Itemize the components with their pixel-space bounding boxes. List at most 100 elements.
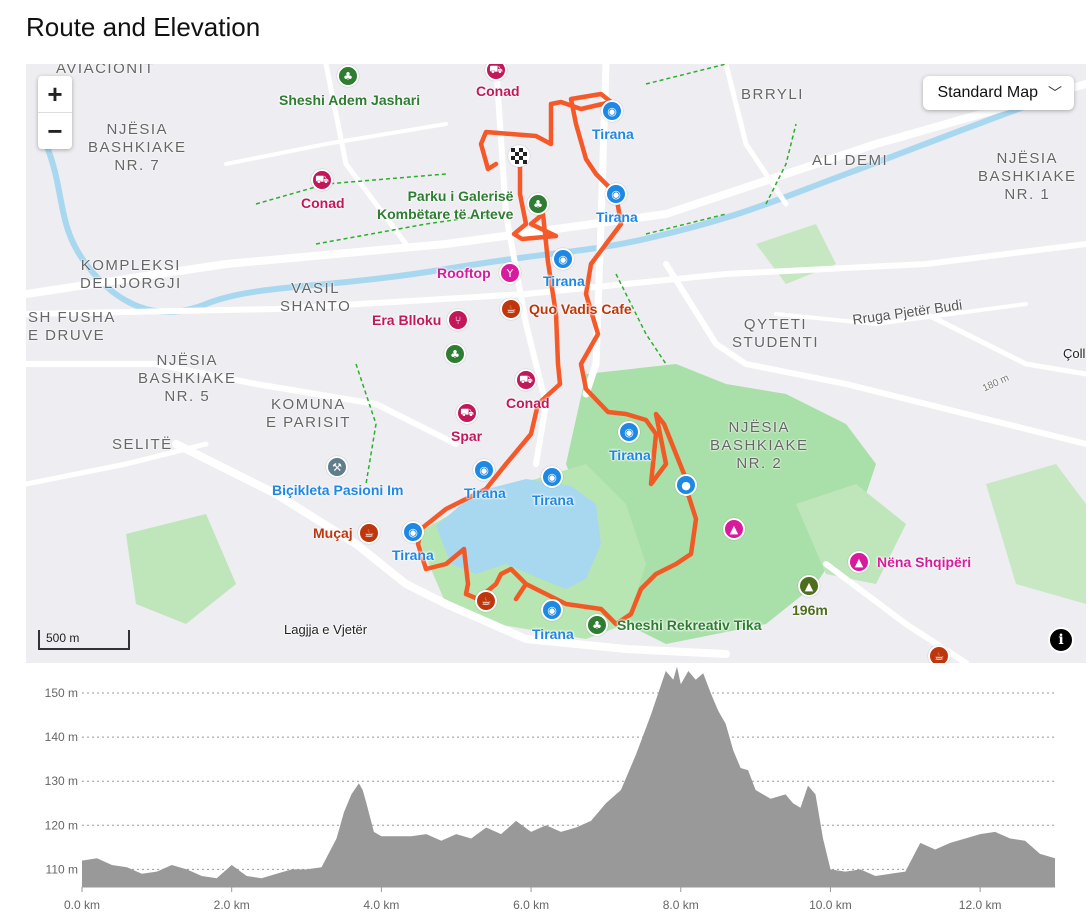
map-base [26,64,1086,663]
camera-icon[interactable]: ◉ [552,248,574,270]
street-label-lagjja: Lagjja e Vjetër [284,622,368,637]
poi-label-nena-shqiperi: Nëna Shqipëri [877,554,972,570]
camera-icon[interactable]: ◉ [402,521,424,543]
x-tick-label: 10.0 km [809,898,852,912]
scale-label: 500 m [46,631,80,645]
coffee-icon[interactable]: ☕ [358,522,380,544]
camera-icon[interactable]: ◉ [618,421,640,443]
map-scale-bar: 500 m [38,630,130,650]
park-west [126,514,236,624]
poi-label-bicikleta: Biçikleta Pasioni Im [272,482,404,498]
poi-label-tirana-4: Tirana [609,447,651,463]
poi-label-tirana-8: Tirana [532,626,574,642]
camera-icon[interactable]: ◉ [541,466,563,488]
poi-label-rooftop: Rooftop [437,265,491,281]
elevation-chart: 110 m 120 m 130 m 140 m 150 m 0.0 km 2.0 km 4.0… [45,666,1055,912]
poi-label-tirana-3: Tirana [543,273,585,289]
camera-icon[interactable]: ◉ [541,599,563,621]
poi-label-tirana-5: Tirana [464,485,506,501]
area-label-fusha: SH FUSHA E DRUVE [28,309,116,344]
route-line [415,91,699,627]
start-marker[interactable] [508,145,530,167]
tree-icon[interactable]: ♣ [337,65,359,87]
park-far-east [986,464,1086,604]
info-button[interactable]: i [1048,627,1074,653]
tree-icon[interactable]: ♣ [586,614,608,636]
area-label-selite: SELITË [112,436,173,453]
coffee-icon[interactable]: ☕ [928,645,950,663]
zoom-control: + − [38,76,72,149]
water-icon[interactable]: ● [675,474,697,496]
monument-icon[interactable]: ▲ [723,518,745,540]
poi-label-conad-2: Conad [301,195,345,211]
x-tick-label: 6.0 km [513,898,549,912]
lana-river [43,81,1086,315]
wrench-icon[interactable]: ⚒ [326,456,348,478]
coffee-icon[interactable]: ☕ [500,298,522,320]
grand-park [566,364,876,644]
area-label-qyteti: QYTETI STUDENTI [732,316,819,351]
y-tick-label: 110 m [46,862,78,876]
poi-label-conad-3: Conad [506,395,550,411]
y-tick-label: 150 m [45,686,78,700]
poi-label-conad-1: Conad [476,83,520,99]
x-tick-label: 8.0 km [663,898,699,912]
camera-icon[interactable]: ◉ [473,459,495,481]
tree-icon[interactable]: ♣ [527,193,549,215]
checkered-flag-icon [511,148,527,164]
cocktail-icon[interactable]: Y [499,262,521,284]
x-tick-label: 4.0 km [363,898,399,912]
cart-icon[interactable]: ⛟ [515,369,537,391]
map-style-label: Standard Map [937,84,1038,101]
poi-label-spar: Spar [451,428,483,444]
y-tick-label: 130 m [45,774,78,788]
tree-icon[interactable]: ♣ [444,343,466,365]
zoom-in-button[interactable]: + [47,78,63,109]
poi-label-rekreativ-tika: Sheshi Rekreativ Tika [617,617,762,633]
x-tick-label: 0.0 km [64,898,100,912]
area-label-bashkiake-7: NJËSIA BASHKIAKE NR. 7 [88,121,187,174]
area-label-aviacionit: AVIACIONIT [56,64,155,77]
elevation-area [82,666,1055,887]
zoom-out-button[interactable]: − [38,112,72,149]
park-east [796,484,906,584]
area-label-komuna: KOMUNA E PARISIT [266,396,351,431]
place-label-coll: Çoll [1063,346,1086,361]
area-label-vasil-shanto: VASIL SHANTO [280,280,352,315]
poi-label-tirana-2: Tirana [596,209,638,225]
y-tick-label: 140 m [45,730,78,744]
area-label-bashkiake-5: NJËSIA BASHKIAKE NR. 5 [138,352,237,405]
camera-icon[interactable]: ◉ [605,183,627,205]
peak-icon[interactable]: ▲ [798,575,820,597]
poi-label-196m: 196m [792,602,828,618]
road-network [26,64,1086,663]
monument-icon[interactable]: ▲ [848,551,870,573]
y-tick-label: 120 m [45,818,78,832]
poi-label-mucaj: Muçaj [313,525,353,541]
poi-label-tirana-6: Tirana [532,492,574,508]
poi-label-adem-jashari: Sheshi Adem Jashari [279,92,421,108]
artificial-lake [436,479,601,589]
cart-icon[interactable]: ⛟ [456,402,478,424]
camera-icon[interactable]: ◉ [601,100,623,122]
poi-label-parku-galerise: Parku i Galerisë Kombëtare të Arteve [377,188,514,222]
area-label-brryli: BRRYLI [741,86,804,103]
area-label-ali-demi: ALI DEMI [812,152,889,169]
map-style-dropdown[interactable]: Standard Map ﹀ [923,76,1074,110]
area-label-bashkiake-2: NJËSIA BASHKIAKE NR. 2 [710,419,809,472]
poi-label-quo-vadis: Quo Vadis Cafe [529,301,632,317]
poi-label-tirana-1: Tirana [592,126,634,142]
cart-icon[interactable]: ⛟ [311,169,333,191]
x-tick-label: 2.0 km [214,898,250,912]
route-map[interactable]: AVIACIONIT NJËSIA BASHKIAKE NR. 7 BRRYLI… [26,64,1086,663]
restaurant-icon[interactable]: ⑂ [447,309,469,331]
area-label-kompleksi: KOMPLEKSI DELIJORGJI [80,257,182,292]
poi-label-tirana-7: Tirana [392,547,434,563]
chevron-down-icon: ﹀ [1048,85,1062,101]
cart-icon[interactable]: ⛟ [485,64,507,81]
coffee-icon[interactable]: ☕ [475,590,497,612]
poi-label-era-blloku: Era Blloku [372,312,442,328]
area-label-bashkiake-1: NJËSIA BASHKIAKE NR. 1 [978,150,1077,203]
page-title: Route and Elevation [26,12,261,42]
x-tick-label: 12.0 km [959,898,1002,912]
